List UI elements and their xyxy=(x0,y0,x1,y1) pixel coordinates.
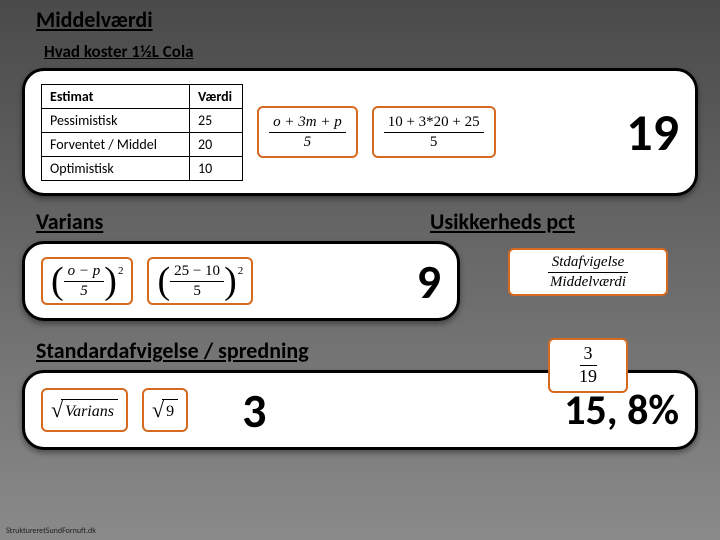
formula-unc-numeric: 3 19 xyxy=(548,338,628,393)
heading-uncertainty: Usikkerheds pct xyxy=(430,202,720,239)
table-row: Optimistisk 10 xyxy=(42,156,243,180)
result-mean: 19 xyxy=(626,100,679,164)
th-estimate: Estimat xyxy=(42,84,190,108)
estimate-table: Estimat Værdi Pessimistisk 25 Forventet … xyxy=(41,84,243,181)
table-row: Pessimistisk 25 xyxy=(42,108,243,132)
panel-uncertainty: Stdafvigelse Middelværdi 3 19 xyxy=(478,248,698,393)
table-row: Estimat Værdi xyxy=(42,84,243,108)
footer-credit: StruktureretSundFornuft.dk xyxy=(6,526,96,536)
result-stddev: 3 xyxy=(242,381,266,440)
heading-variance: Varians xyxy=(0,202,430,239)
heading-question: Hvad koster 1½L Cola xyxy=(0,37,720,66)
table-row: Forventet / Middel 20 xyxy=(42,132,243,156)
panel-mean: Estimat Værdi Pessimistisk 25 Forventet … xyxy=(22,68,698,196)
th-value: Værdi xyxy=(190,84,243,108)
panel-variance: ( o − p 5 ) 2 ( 25 − 10 5 ) 2 9 xyxy=(22,241,460,321)
formula-var-symbolic: ( o − p 5 ) 2 xyxy=(41,257,133,305)
formula-unc-symbolic: Stdafvigelse Middelværdi xyxy=(508,248,668,296)
formula-mean-numeric: 10 + 3*20 + 25 5 xyxy=(372,106,496,158)
formula-std-numeric: √ 9 xyxy=(142,388,188,432)
formula-std-symbolic: √ Varians xyxy=(41,388,128,432)
formula-mean-symbolic: o + 3m + p 5 xyxy=(257,106,358,158)
heading-mean: Middelværdi xyxy=(0,0,720,37)
formula-var-numeric: ( 25 − 10 5 ) 2 xyxy=(147,257,253,305)
result-variance: 9 xyxy=(417,252,441,311)
